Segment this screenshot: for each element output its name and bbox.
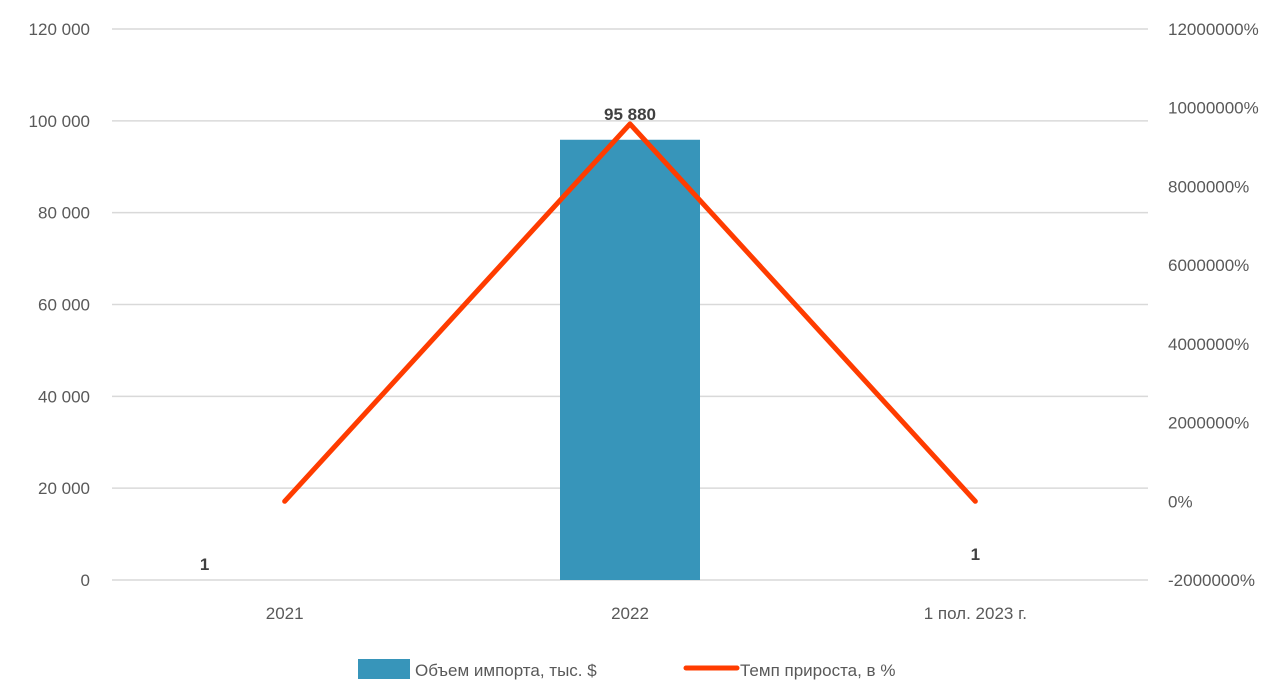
right-tick-label: 10000000% <box>1168 99 1259 118</box>
right-axis: -2000000% 0% 2000000% 4000000% 6000000% 80000… <box>1168 20 1259 590</box>
left-tick-label: 60 000 <box>38 296 90 315</box>
bar <box>560 139 700 580</box>
x-tick-label: 2022 <box>611 604 649 623</box>
growth-line <box>282 121 978 504</box>
x-axis: 2021 2022 1 пол. 2023 г. <box>266 604 1027 623</box>
line-series <box>282 121 978 504</box>
right-tick-label: 4000000% <box>1168 335 1249 354</box>
legend-bar-swatch <box>358 659 410 679</box>
legend: Объем импорта, тыс. $ Темп прироста, в % <box>358 659 895 680</box>
bar-data-label: 1 <box>971 545 980 564</box>
left-tick-label: 100 000 <box>29 112 90 131</box>
legend-line-label: Темп прироста, в % <box>740 661 895 680</box>
left-axis: 0 20 000 40 000 60 000 80 000 100 000 120 000 <box>29 20 90 590</box>
left-tick-label: 0 <box>81 571 90 590</box>
bar-series <box>214 139 1046 580</box>
left-tick-label: 20 000 <box>38 479 90 498</box>
left-tick-label: 120 000 <box>29 20 90 39</box>
bar-data-label: 1 <box>200 555 209 574</box>
right-tick-label: 12000000% <box>1168 20 1259 39</box>
bar-data-label: 95 880 <box>604 105 656 124</box>
right-tick-label: -2000000% <box>1168 571 1255 590</box>
x-tick-label: 1 пол. 2023 г. <box>924 604 1027 623</box>
right-tick-label: 0% <box>1168 492 1193 511</box>
right-tick-label: 6000000% <box>1168 256 1249 275</box>
left-tick-label: 80 000 <box>38 204 90 223</box>
data-labels: 1 95 880 1 <box>200 105 980 574</box>
right-tick-label: 8000000% <box>1168 177 1249 196</box>
right-tick-label: 2000000% <box>1168 414 1249 433</box>
legend-bar-label: Объем импорта, тыс. $ <box>415 661 597 680</box>
left-tick-label: 40 000 <box>38 387 90 406</box>
x-tick-label: 2021 <box>266 604 304 623</box>
